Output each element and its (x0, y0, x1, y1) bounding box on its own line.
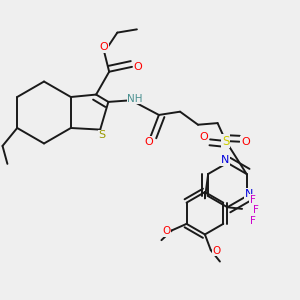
Text: F: F (250, 195, 255, 205)
Text: O: O (199, 132, 208, 142)
Text: O: O (145, 137, 154, 147)
Text: S: S (222, 134, 230, 148)
Text: NH: NH (127, 94, 143, 103)
Text: N: N (245, 188, 254, 199)
Text: F: F (250, 216, 255, 226)
Text: N: N (220, 155, 229, 165)
Text: O: O (241, 137, 250, 147)
Text: S: S (98, 130, 105, 140)
Text: O: O (99, 42, 108, 52)
Text: O: O (134, 62, 142, 72)
Text: O: O (163, 226, 171, 236)
Text: F: F (253, 206, 259, 215)
Text: O: O (212, 246, 221, 256)
